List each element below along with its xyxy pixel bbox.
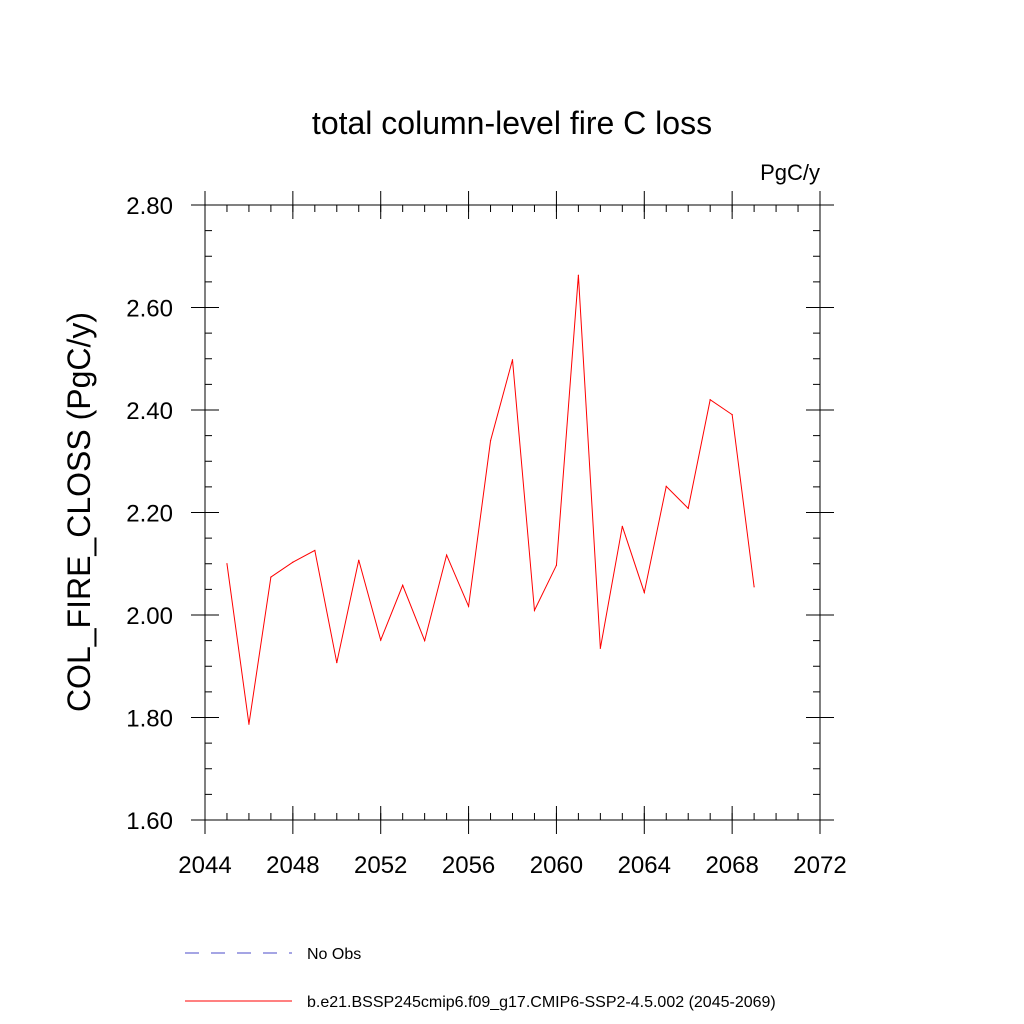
data-point (248, 723, 250, 725)
plot-series (226, 274, 755, 725)
data-point (467, 605, 470, 607)
x-tick-label: 2044 (178, 852, 231, 879)
y-tick-label: 1.60 (126, 808, 173, 835)
axes: 2044 2048 2052 2056 2060 2064 2068 2072 1.60 1.80… (126, 191, 847, 879)
y-tick-label: 2.40 (126, 398, 173, 425)
data-point (226, 563, 228, 565)
legend-label-model-run: b.e21.BSSP245cmip6.f09_g17.CMIP6-SSP2-4.… (307, 994, 776, 1011)
x-tick-label: 2048 (266, 852, 319, 879)
data-point (533, 609, 536, 611)
y-tick-label: 2.80 (126, 193, 173, 220)
x-tick-label: 2072 (793, 852, 846, 879)
x-tick-label: 2068 (705, 852, 758, 879)
data-point (555, 564, 558, 566)
y-axis-label: COL_FIRE_CLOSS (PgC/y) (61, 312, 97, 712)
legend: No Obs b.e21.BSSP245cmip6.f09_g17.CMIP6-… (185, 946, 776, 1011)
data-point (270, 576, 272, 578)
data-point (336, 662, 338, 664)
data-point (424, 640, 426, 642)
y-tick-label: 2.20 (126, 501, 173, 528)
data-point (292, 561, 294, 563)
data-point (511, 359, 514, 361)
data-point (314, 549, 316, 552)
data-point (731, 414, 733, 416)
y-tick-label: 1.80 (126, 706, 173, 733)
chart-title: total column-level fire C loss (312, 105, 712, 141)
data-point (380, 639, 382, 641)
units-label: PgC/y (760, 160, 820, 185)
data-point (402, 584, 404, 586)
data-point (489, 440, 492, 442)
legend-label-no-obs: No Obs (307, 946, 361, 963)
data-point (358, 559, 360, 561)
data-point (687, 507, 689, 509)
x-tick-label: 2064 (618, 852, 671, 879)
data-point (753, 586, 755, 588)
x-tick-label: 2052 (354, 852, 407, 879)
data-point (599, 647, 601, 649)
x-tick-label: 2060 (530, 852, 583, 879)
data-point (577, 274, 579, 276)
data-point (665, 485, 667, 487)
data-point (643, 591, 645, 594)
data-point (709, 399, 711, 401)
data-point (621, 525, 623, 527)
y-tick-label: 2.00 (126, 603, 173, 630)
y-tick-label: 2.60 (126, 296, 173, 323)
x-tick-label: 2056 (442, 852, 495, 879)
data-point (446, 554, 448, 556)
